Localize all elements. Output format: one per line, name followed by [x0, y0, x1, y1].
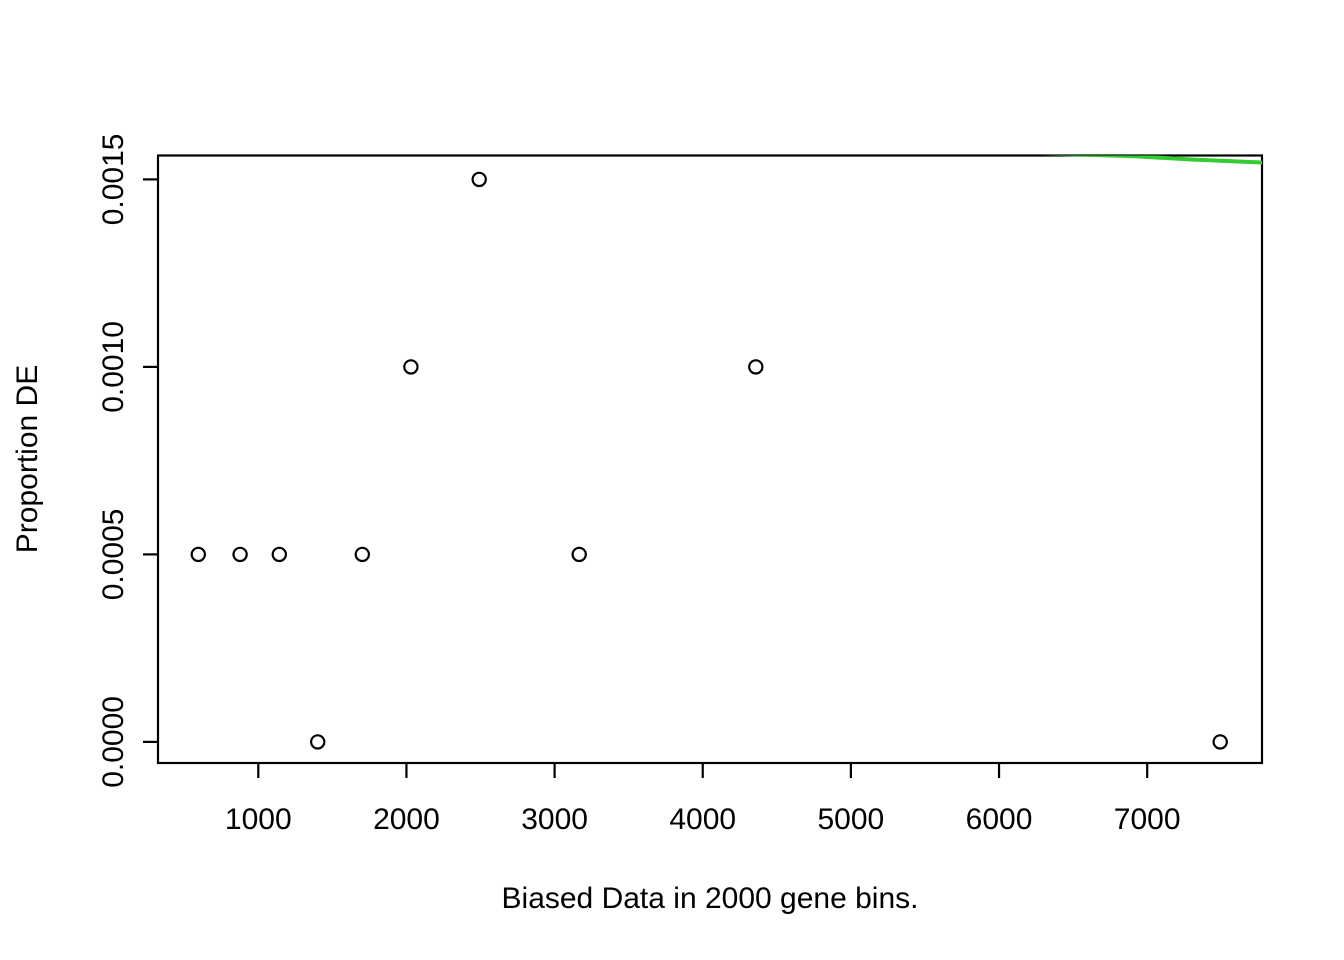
data-point [190, 546, 206, 563]
x-tick-label: 7000 [1114, 803, 1181, 836]
data-point [571, 546, 587, 563]
plot-box [156, 154, 1264, 765]
x-tick-label: 3000 [521, 803, 588, 836]
data-point [1212, 734, 1228, 750]
x-tick-label: 2000 [373, 803, 440, 836]
data-point [310, 734, 326, 750]
y-tick-label: 0.0010 [97, 321, 130, 413]
data-point [471, 171, 487, 188]
axis-ticks: 1000 2000 3000 4000 5000 6000 7000 0.0000 0.0005… [97, 134, 1181, 836]
x-axis-title: Biased Data in 2000 gene bins. [502, 882, 919, 915]
smooth-line-layer [1042, 155, 1262, 165]
data-points-layer [190, 171, 1228, 750]
y-axis-title: Proportion DE [11, 365, 44, 553]
x-tick-label: 1000 [225, 803, 292, 836]
y-tick-label: 0.0000 [97, 696, 130, 788]
x-tick-label: 5000 [818, 803, 885, 836]
data-point [354, 546, 370, 563]
data-point [232, 546, 248, 563]
x-tick-label: 6000 [966, 803, 1033, 836]
data-point [271, 546, 287, 563]
data-point [748, 359, 764, 375]
smooth-line [1042, 155, 1262, 165]
data-point [403, 359, 419, 375]
x-tick-label: 4000 [669, 803, 736, 836]
y-tick-label: 0.0005 [97, 509, 130, 601]
y-tick-label: 0.0015 [97, 134, 130, 226]
